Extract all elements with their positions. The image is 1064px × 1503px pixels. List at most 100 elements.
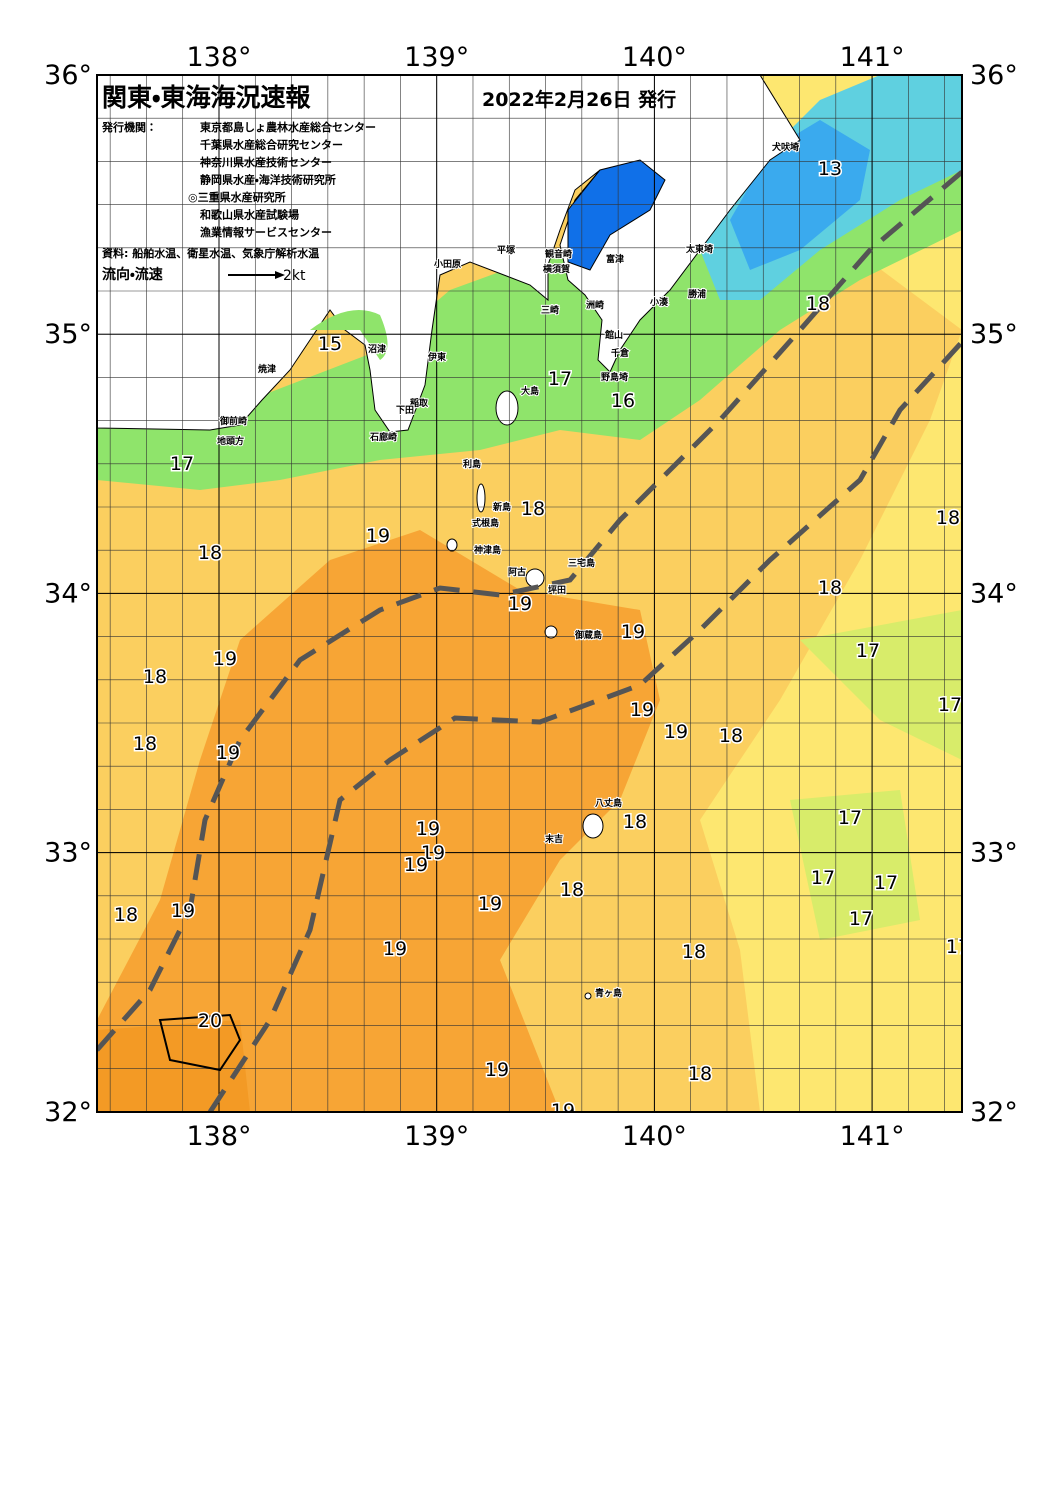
place-label: 観音崎	[545, 248, 572, 260]
issuer: 漁業情報サービスセンター	[200, 225, 332, 239]
temperature-label: 18	[719, 725, 743, 747]
current-path	[97, 170, 962, 1052]
temperature-label: 16	[611, 390, 635, 412]
place-label: 洲崎	[586, 299, 604, 311]
place-label: 小田原	[433, 258, 461, 270]
island	[584, 992, 592, 1000]
island	[544, 625, 558, 639]
title: 関東・東海海況速報	[102, 83, 312, 112]
temperature-label: 18	[682, 941, 706, 963]
place-label: 青ヶ島	[595, 987, 622, 999]
sea-cold	[730, 120, 870, 270]
lat-label: 33°	[970, 838, 1018, 869]
issuer-label: 発行機関：	[101, 120, 157, 134]
temperature-label: 19	[551, 1100, 575, 1122]
sea-cool	[800, 610, 962, 760]
lon-label: 138°	[186, 42, 251, 73]
lat-label: 34°	[970, 578, 1018, 609]
temperature-label: 19	[664, 721, 688, 743]
map-frame	[96, 74, 963, 1113]
legend-arrow	[275, 271, 285, 279]
temperature-label: 19	[216, 742, 240, 764]
place-label: 沼津	[368, 343, 386, 355]
place-label: 犬吠埼	[771, 141, 799, 153]
issuer: 東京都島しょ農林水産総合センター	[200, 120, 376, 134]
lat-label: 35°	[970, 319, 1018, 350]
temperature-label: 17	[938, 694, 962, 716]
temperature-label: 17	[874, 872, 898, 894]
temperature-label: 19	[630, 699, 654, 721]
temperature-label: 19	[171, 900, 195, 922]
place-label: 千倉	[611, 347, 630, 359]
isotherm	[158, 1013, 242, 1072]
lon-label: 141°	[840, 42, 905, 73]
place-label: 三宅島	[568, 557, 595, 569]
lon-label: 139°	[404, 42, 469, 73]
lat-label: 32°	[970, 1097, 1018, 1128]
temperature-label: 17	[856, 640, 880, 662]
temperature-label: 13	[818, 158, 842, 180]
legend-speed: 2kt	[283, 268, 306, 284]
lon-label: 140°	[622, 1121, 687, 1152]
temperature-label: 18	[198, 542, 222, 564]
place-label: 地頭方	[217, 435, 244, 447]
issuer: 神奈川県水産技術センター	[199, 155, 332, 169]
current-path	[207, 340, 962, 1112]
temperature-label: 18	[623, 811, 647, 833]
temperature-label: 18	[818, 577, 842, 599]
sea-coastal	[310, 310, 388, 360]
island	[446, 538, 458, 552]
map-body: 13 15 17 16 18 17 18 19 18 18 19 19 18 19 18 17 19 19 18 17…	[97, 75, 970, 1122]
lat-label: 36°	[970, 60, 1018, 91]
temperature-label: 19	[508, 593, 532, 615]
temperature-label: 17	[838, 807, 862, 829]
place-label: 新島	[492, 501, 511, 513]
temperature-label: 17	[946, 936, 970, 958]
lon-label: 141°	[840, 1121, 905, 1152]
temperature-label: 19	[421, 842, 445, 864]
place-label: 石廊崎	[369, 431, 397, 443]
temperature-label: 19	[213, 648, 237, 670]
temperature-label: 18	[133, 733, 157, 755]
island	[495, 390, 519, 426]
temperature-label: 17	[811, 867, 835, 889]
sea-kuroshio	[97, 1020, 250, 1112]
sources: 資料: 船舶水温、衛星水温、気象庁解析水温	[102, 246, 319, 260]
issuer: 静岡県水産・海洋技術研究所	[200, 173, 336, 187]
temperature-label: 19	[478, 893, 502, 915]
place-label: 館山	[604, 329, 623, 341]
temperature-label: 18	[688, 1063, 712, 1085]
sea-cool	[790, 790, 920, 940]
axis-ticks: 138° 138° 139° 139° 140° 140° 141° 141° 36° 36° 35…	[44, 42, 1018, 1152]
place-label: 大島	[521, 385, 539, 397]
issuer: 千葉県水産総合研究センター	[200, 138, 343, 152]
sea-kuroshio	[97, 530, 660, 1112]
temperature-label: 18	[936, 507, 960, 529]
temperature-label: 19	[485, 1059, 509, 1081]
temperature-label: 18	[521, 498, 545, 520]
place-label: 利島	[462, 458, 481, 470]
place-label: 三崎	[541, 304, 559, 316]
place-label: 坪田	[548, 584, 566, 596]
lat-label: 32°	[44, 1097, 92, 1128]
grid	[97, 75, 962, 1112]
temperature-label: 18	[806, 293, 830, 315]
place-label: 野島埼	[601, 371, 628, 383]
place-label: 富津	[606, 253, 624, 265]
temperature-label: 18	[143, 666, 167, 688]
place-label: 八丈島	[595, 797, 622, 809]
lon-label: 138°	[186, 1121, 251, 1152]
island	[582, 813, 604, 839]
tokyo-bay	[567, 159, 666, 271]
place-label: 下田	[396, 405, 414, 416]
temperature-label: 15	[318, 333, 342, 355]
lon-label: 139°	[404, 1121, 469, 1152]
temperature-label: 17	[548, 368, 572, 390]
place-label: 小湊	[649, 296, 669, 308]
place-label: 御蔵島	[574, 629, 602, 641]
temperature-label: 17	[849, 908, 873, 930]
place-label: 太東埼	[685, 243, 713, 255]
place-label: 阿古	[508, 566, 526, 578]
